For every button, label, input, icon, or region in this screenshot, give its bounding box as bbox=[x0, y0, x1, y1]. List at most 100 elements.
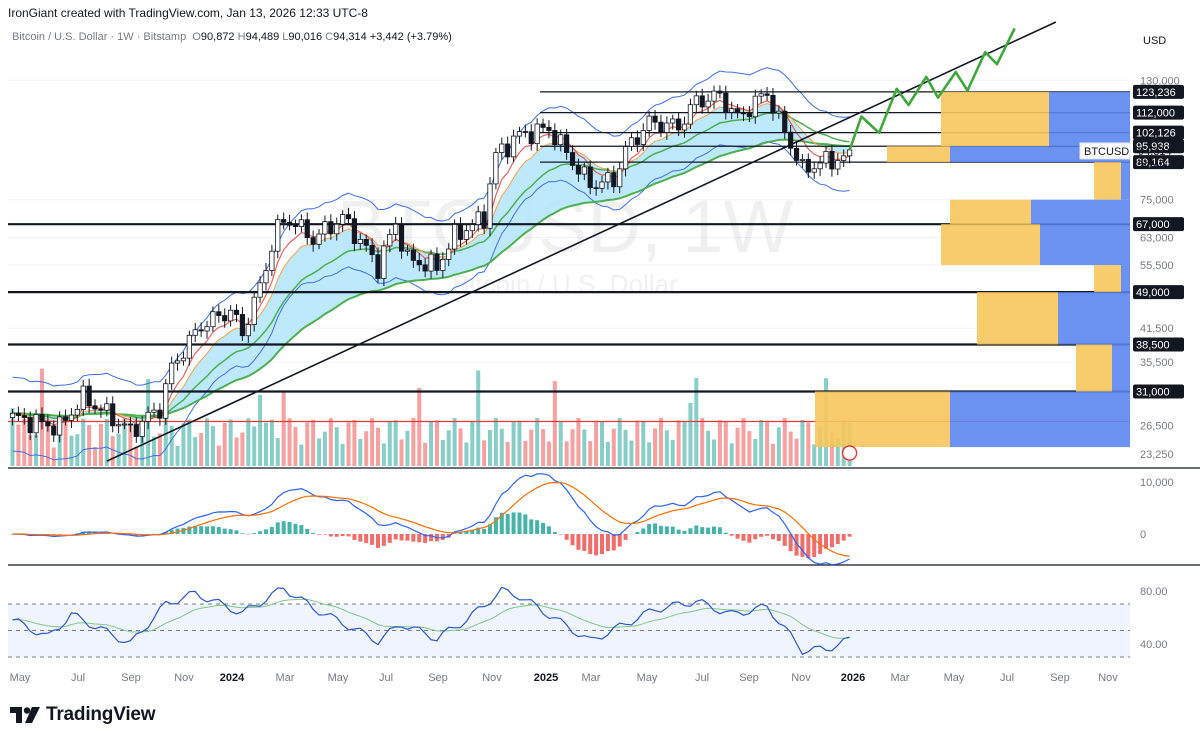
volume-profile-down bbox=[1094, 265, 1121, 293]
volume-bar bbox=[234, 437, 239, 466]
macd-histogram-bar bbox=[334, 534, 339, 537]
macd-histogram-bar bbox=[511, 512, 516, 534]
volume-bar bbox=[169, 425, 174, 466]
volume-bar bbox=[199, 432, 204, 466]
candle bbox=[116, 424, 122, 427]
volume-bar bbox=[499, 428, 504, 466]
macd-histogram-bar bbox=[741, 534, 746, 541]
price-label: 38,500 bbox=[1136, 339, 1170, 351]
macd-histogram-bar bbox=[829, 534, 834, 548]
macd-histogram-bar bbox=[617, 534, 622, 547]
macd-tick-label: 10,000 bbox=[1140, 477, 1174, 489]
candle bbox=[493, 152, 499, 185]
macd-histogram-bar bbox=[452, 533, 457, 534]
price-tick-label: 26,500 bbox=[1140, 421, 1174, 433]
candle bbox=[434, 253, 440, 271]
candle bbox=[540, 123, 546, 128]
candle bbox=[611, 172, 617, 188]
macd-histogram-bar bbox=[275, 522, 280, 534]
candle bbox=[322, 221, 328, 235]
macd-histogram-bar bbox=[747, 534, 752, 543]
macd-histogram-bar bbox=[375, 534, 380, 548]
macd-histogram-bar bbox=[717, 527, 722, 534]
macd-histogram-bar bbox=[688, 528, 693, 534]
candle bbox=[33, 414, 39, 434]
volume-bar bbox=[564, 441, 569, 466]
time-tick-label: Jul bbox=[379, 672, 393, 684]
macd-histogram-bar bbox=[676, 529, 681, 534]
volume-bar bbox=[34, 434, 39, 466]
volume-bar bbox=[505, 441, 510, 466]
candle bbox=[617, 168, 623, 188]
macd-histogram-bar bbox=[529, 519, 534, 534]
volume-bar bbox=[452, 418, 457, 466]
macd-histogram-bar bbox=[794, 534, 799, 556]
candle bbox=[605, 172, 611, 183]
macd-histogram-bar bbox=[582, 534, 587, 551]
close-value: 94,314 bbox=[333, 31, 367, 43]
price-label: 67,000 bbox=[1136, 219, 1170, 231]
candle bbox=[788, 131, 794, 149]
candle bbox=[98, 408, 104, 411]
macd-histogram-bar bbox=[464, 531, 469, 534]
candle bbox=[292, 224, 299, 228]
candle bbox=[228, 309, 234, 322]
macd-histogram-bar bbox=[611, 534, 616, 551]
price-tick-label: 35,500 bbox=[1140, 357, 1174, 369]
macd-histogram-bar bbox=[305, 529, 310, 534]
volume-bar bbox=[340, 443, 345, 466]
candle bbox=[587, 166, 593, 189]
candle bbox=[723, 92, 729, 113]
volume-bar bbox=[51, 447, 56, 466]
candle bbox=[711, 90, 717, 102]
macd-histogram-bar bbox=[205, 526, 210, 534]
macd-histogram-bar bbox=[706, 527, 711, 534]
macd-histogram-bar bbox=[317, 534, 322, 535]
price-label-bg bbox=[1133, 337, 1184, 352]
volume-bar bbox=[800, 419, 805, 466]
macd-histogram-bar bbox=[729, 534, 734, 536]
time-tick-label: May bbox=[637, 672, 658, 684]
volume-profile-down bbox=[1094, 162, 1121, 200]
candle bbox=[145, 411, 151, 422]
macd-histogram-bar bbox=[387, 534, 392, 543]
volume-bar bbox=[558, 420, 563, 466]
volume-bar bbox=[835, 438, 840, 466]
macd-pane bbox=[10, 473, 852, 566]
volume-bar bbox=[517, 420, 522, 466]
price-label-bg bbox=[1133, 384, 1184, 399]
candle bbox=[793, 147, 800, 161]
time-tick-label: Mar bbox=[582, 672, 601, 684]
macd-histogram-bar bbox=[405, 534, 410, 541]
candle bbox=[263, 270, 269, 284]
volume-bar bbox=[747, 431, 752, 466]
volume-bar bbox=[741, 418, 746, 466]
volume-bar bbox=[576, 418, 581, 466]
time-tick-label: Sep bbox=[428, 672, 448, 684]
macd-histogram-bar bbox=[635, 531, 640, 534]
volume-bar bbox=[570, 429, 575, 466]
volume-profile-down bbox=[1076, 344, 1112, 392]
volume-bar bbox=[28, 435, 33, 466]
candle bbox=[198, 329, 204, 332]
macd-histogram-bar bbox=[187, 526, 192, 534]
macd-histogram-bar bbox=[835, 534, 840, 545]
macd-histogram-bar bbox=[806, 534, 811, 559]
candle bbox=[746, 113, 752, 118]
time-tick-label: 2024 bbox=[220, 672, 245, 684]
candle bbox=[151, 409, 157, 413]
volume-bar bbox=[759, 420, 764, 466]
candle bbox=[375, 254, 381, 279]
candle bbox=[628, 137, 635, 147]
macd-histogram-bar bbox=[87, 531, 92, 534]
volume-profile-up bbox=[1049, 91, 1130, 147]
macd-histogram-bar bbox=[753, 534, 758, 540]
volume-bar bbox=[205, 418, 210, 466]
volume-bar bbox=[122, 418, 127, 466]
volume-bar bbox=[493, 418, 498, 466]
volume-bar bbox=[658, 418, 663, 466]
price-label-bg bbox=[1133, 217, 1184, 232]
currency-label: USD bbox=[1143, 35, 1166, 47]
volume-bar bbox=[688, 402, 693, 466]
